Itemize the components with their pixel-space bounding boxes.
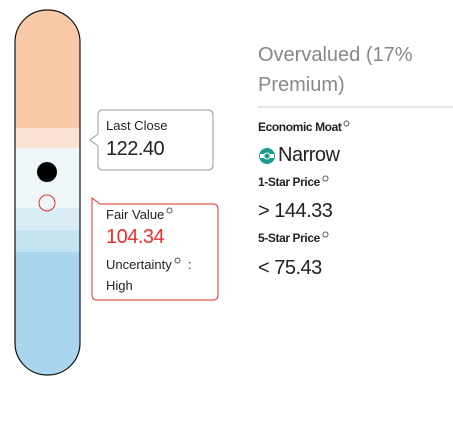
symbol: > <box>258 200 270 222</box>
price: 75.43 <box>274 257 322 279</box>
separator: : <box>187 257 192 272</box>
valuation-label: Overvalued (17% Premium) <box>258 44 413 96</box>
moat-label: Economic Moat <box>258 120 342 134</box>
one-star-label: 1-Star Price <box>258 175 320 189</box>
info-icon <box>322 175 329 182</box>
uncertainty-value: High <box>106 278 133 293</box>
info-icon <box>166 207 173 214</box>
info-icon <box>174 257 181 264</box>
info-icon <box>322 231 329 238</box>
five-star-label: 5-Star Price <box>258 231 320 245</box>
price: 144.33 <box>274 200 333 222</box>
fair-value-label-text: Fair Value <box>106 207 165 222</box>
five-star-price: < 75.43 <box>258 257 322 280</box>
info-icon <box>343 120 350 127</box>
uncertainty-label: Uncertainty : <box>106 257 192 272</box>
last-close-label: Last Close <box>106 118 168 133</box>
fair-value-label: Fair Value <box>106 207 173 222</box>
last-close-value: 122.40 <box>106 138 165 160</box>
fair-value: 104.34 <box>106 226 165 248</box>
moat-heading: Economic Moat <box>258 120 350 134</box>
one-star-price: > 144.33 <box>258 200 333 223</box>
moat-value: Narrow <box>278 144 340 166</box>
five-star-heading: 5-Star Price <box>258 231 329 245</box>
symbol: < <box>258 257 270 279</box>
one-star-heading: 1-Star Price <box>258 175 329 189</box>
uncertainty-label-text: Uncertainty <box>106 257 172 272</box>
